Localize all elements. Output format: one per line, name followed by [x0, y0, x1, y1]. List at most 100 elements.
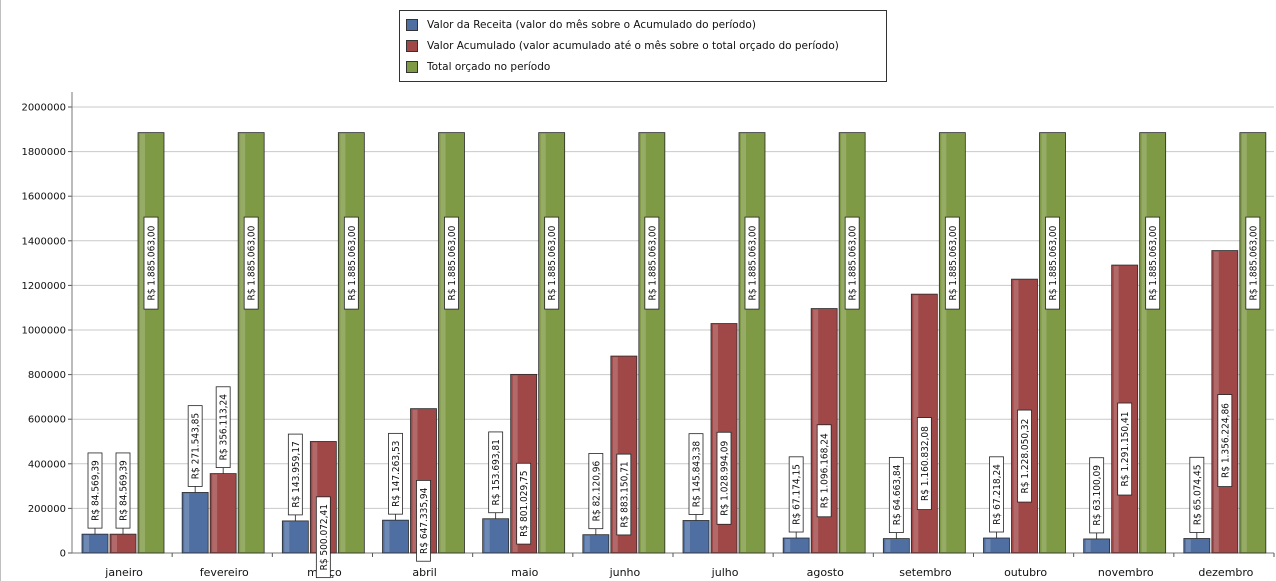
- data-label-text: R$ 1.885.063,00: [647, 225, 658, 300]
- bar-highlight: [240, 133, 246, 552]
- bar-highlight: [512, 375, 518, 552]
- data-label-box: [1117, 402, 1133, 496]
- data-label-text: R$ 356.113,24: [219, 394, 230, 461]
- bar-highlight: [584, 535, 590, 552]
- data-label-box: [243, 216, 259, 310]
- bar-highlight: [1141, 133, 1147, 552]
- data-label-receita: R$ 271.543,85: [187, 405, 203, 487]
- data-label-text: R$ 1.885.063,00: [247, 225, 258, 300]
- data-label-total: R$ 1.885.063,00: [1145, 216, 1161, 310]
- bar-highlight: [612, 357, 618, 552]
- bar-highlight: [384, 521, 390, 552]
- bar-highlight: [1013, 280, 1019, 552]
- data-label-text: R$ 67.218,24: [992, 464, 1003, 525]
- data-label-receita: R$ 147.263,53: [388, 432, 403, 515]
- x-tick-label: junho: [609, 566, 641, 579]
- data-label-text: R$ 1.885.063,00: [1048, 225, 1059, 300]
- x-tick-label: setembro: [899, 566, 952, 579]
- data-label-total: R$ 1.885.063,00: [644, 216, 660, 310]
- data-label-box: [916, 417, 932, 510]
- bar-receita: [382, 519, 409, 554]
- bar-total: [638, 132, 666, 554]
- data-label-acumulado: R$ 1.096.168,24: [816, 424, 832, 518]
- bar-receita: [482, 518, 510, 554]
- bar-highlight: [212, 474, 218, 552]
- data-label-text: R$ 1.885.063,00: [748, 225, 759, 300]
- data-label-acumulado: R$ 1.028.994,09: [716, 431, 732, 525]
- bar-highlight: [540, 133, 546, 552]
- bar-highlight: [412, 409, 418, 552]
- y-tick-label: 1600000: [21, 192, 66, 203]
- data-label-text: R$ 67.174,15: [792, 464, 803, 525]
- data-label-text: R$ 84.569,39: [119, 460, 130, 521]
- data-label-text: R$ 1.885.063,00: [147, 225, 158, 300]
- data-label-text: R$ 63.100,09: [1092, 465, 1103, 526]
- data-label-layer: R$ 84.569,39 R$ 84.569,39 R$ 1.885.063,00 R…: [87, 216, 1261, 579]
- data-label-text: R$ 84.569,39: [91, 460, 102, 521]
- data-label-acumulado: R$ 356.113,24: [215, 386, 231, 468]
- bar-highlight: [813, 309, 819, 552]
- legend-label-acumulado: Valor Acumulado (valor acumulado até o m…: [427, 39, 839, 52]
- y-tick-label: 200000: [28, 504, 66, 515]
- data-label-acumulado: R$ 801.029,75: [516, 462, 532, 545]
- data-label-text: R$ 883.150,71: [619, 461, 630, 527]
- bar-total: [237, 132, 265, 554]
- data-label-total: R$ 1.885.063,00: [544, 216, 560, 310]
- data-label-box: [844, 216, 860, 310]
- y-tick-label: 2000000: [21, 103, 66, 114]
- y-tick-label: 400000: [28, 459, 66, 470]
- data-label-receita: R$ 67.174,15: [788, 456, 804, 533]
- data-label-acumulado: R$ 1.228.050,32: [1017, 409, 1032, 503]
- data-label-box: [944, 216, 960, 310]
- bar-total: [738, 132, 766, 554]
- data-label-box: [816, 424, 832, 518]
- x-tick-label: novembro: [1098, 566, 1154, 579]
- data-label-text: R$ 1.028.994,09: [720, 441, 731, 516]
- data-label-total: R$ 1.885.063,00: [143, 216, 159, 310]
- data-label-box: [1245, 216, 1261, 310]
- bar-highlight: [713, 324, 718, 552]
- data-label-total: R$ 1.885.063,00: [1045, 216, 1060, 310]
- data-label-receita: R$ 63.100,09: [1089, 457, 1105, 534]
- y-tick-label: 1200000: [21, 281, 66, 292]
- bar-highlight: [340, 133, 346, 552]
- bar-acumulado: [209, 473, 237, 554]
- data-label-text: R$ 1.228.050,32: [1020, 419, 1031, 494]
- bar-total: [938, 132, 966, 554]
- bar-highlight: [140, 133, 145, 552]
- data-label-text: R$ 1.885.063,00: [547, 225, 558, 300]
- data-label-text: R$ 500.072,41: [319, 504, 330, 570]
- bar-total: [1139, 132, 1167, 554]
- axis-layer: 0 200000 400000 600000 800000 1000000 1200000 1…: [21, 92, 1275, 579]
- legend-item-receita: Valor da Receita (valor do mês sobre o A…: [406, 14, 880, 35]
- legend-swatch-total: [406, 60, 418, 73]
- data-label-text: R$ 145.843,38: [692, 441, 703, 508]
- data-label-receita: R$ 82.120,96: [588, 453, 604, 530]
- data-label-receita: R$ 145.843,38: [688, 433, 704, 515]
- bar-highlight: [1213, 251, 1219, 552]
- data-label-box: [1017, 409, 1032, 503]
- data-label-total: R$ 1.885.063,00: [444, 216, 459, 310]
- bar-receita: [181, 492, 209, 554]
- data-label-box: [744, 216, 760, 310]
- bar-highlight: [112, 535, 117, 552]
- x-tick-label: outubro: [1004, 566, 1047, 579]
- bar-highlight: [913, 295, 919, 552]
- data-label-acumulado: R$ 84.569,39: [115, 452, 131, 529]
- data-label-acumulado: R$ 1.356.224,86: [1217, 394, 1233, 487]
- data-label-text: R$ 647.335,94: [419, 487, 430, 554]
- x-tick-label: agosto: [807, 566, 844, 579]
- plot-area: [72, 92, 1274, 553]
- data-label-box: [1217, 394, 1233, 487]
- data-label-box: [516, 462, 532, 545]
- data-label-acumulado: R$ 883.150,71: [616, 453, 632, 536]
- x-tick-label: dezembro: [1198, 566, 1253, 579]
- y-tick-label: 800000: [28, 370, 66, 381]
- y-tick-label: 600000: [28, 415, 66, 426]
- data-label-box: [115, 452, 131, 529]
- bar-layer: [81, 132, 1267, 554]
- bar-total: [438, 132, 465, 554]
- bar-total: [1239, 132, 1267, 554]
- data-label-acumulado: R$ 500.072,41: [315, 496, 331, 579]
